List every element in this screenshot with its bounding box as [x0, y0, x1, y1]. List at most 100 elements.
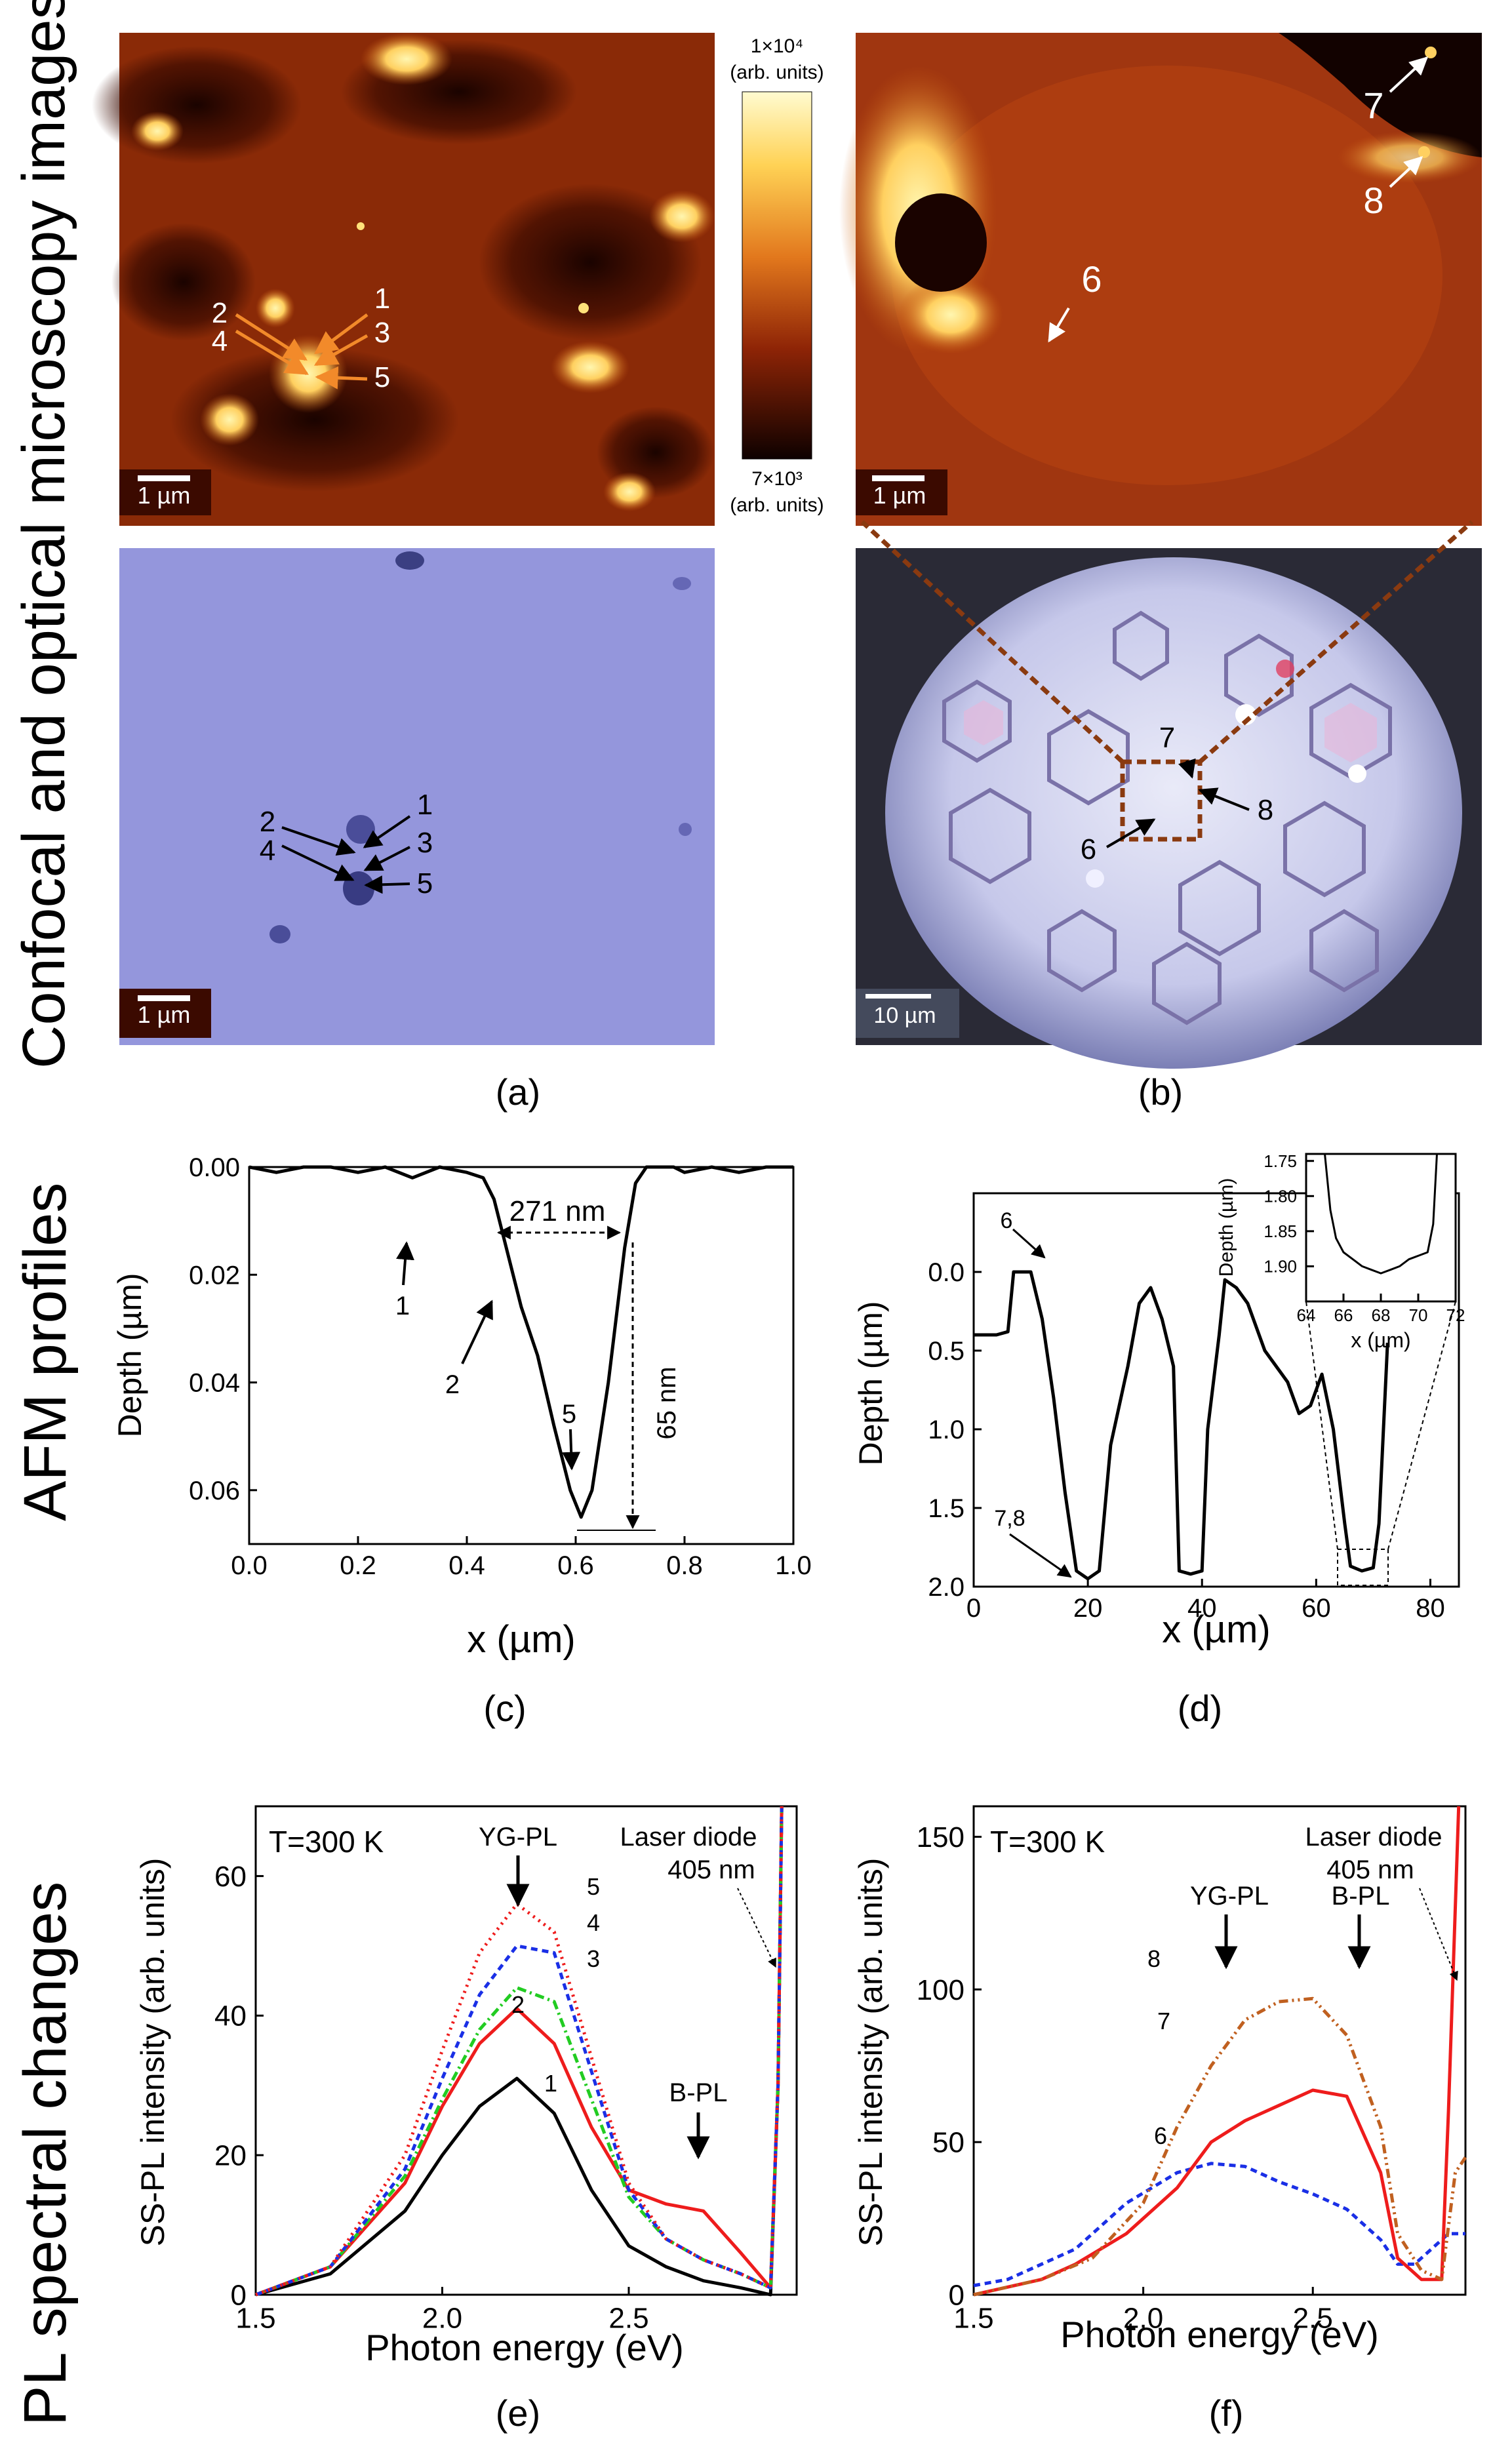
- chart-c-annot-5: 5: [562, 1400, 576, 1429]
- chart-f-series-label-6: 6: [1154, 2122, 1167, 2149]
- panel-label-a: (a): [496, 1071, 540, 1113]
- chart-c: 0.0 0.2 0.4 0.6 0.8 1.0 0.00 0.02 0.04 0.06 x (µm…: [111, 1153, 812, 1661]
- colorbar-min-units: (arb. units): [730, 494, 824, 516]
- chart-e-series-label-1: 1: [544, 2070, 557, 2097]
- chart-e-xlabel: Photon energy (eV): [365, 2327, 684, 2368]
- optical-image-b: 7 8 6 10 µm: [856, 520, 1482, 1069]
- chart-e-annot-405: 405 nm: [667, 1855, 755, 1884]
- chart-e: 1.5 2.0 2.5 0 20 40 60 Photon energy (eV) SS-P…: [134, 1805, 798, 2368]
- row-label-top: Confocal and optical microscopy images: [10, 0, 77, 1069]
- chart-d-inset-ytick-label: 1.90: [1263, 1257, 1297, 1277]
- chart-d-inset-ytick-label: 1.80: [1263, 1186, 1297, 1206]
- chart-e-series-label-5: 5: [587, 1873, 600, 1900]
- colorbar-max-label: 1×10⁴: [751, 35, 803, 57]
- chart-d-annot-78: 7,8: [994, 1506, 1025, 1531]
- chart-d-xtick-label: 60: [1302, 1594, 1331, 1623]
- chart-e-xtick-label: 1.5: [235, 2303, 275, 2335]
- colorbar-min-label: 7×10³: [751, 468, 803, 490]
- chart-f-series-6: [973, 2162, 1465, 2288]
- scalebar-b-confocal-label: 1 µm: [873, 482, 926, 509]
- scalebar-b-optical: [865, 994, 931, 999]
- chart-e-ytick-label: 0: [231, 2279, 247, 2311]
- chart-c-series-0: [249, 1165, 793, 1519]
- panel-label-d: (d): [1178, 1688, 1222, 1729]
- chart-f-ytick-label: 150: [917, 1821, 965, 1853]
- chart-f-series-8: [973, 1996, 1467, 2297]
- row-label-bottom: PL spectral changes: [12, 1882, 79, 2426]
- chart-c-ytick-label: 0.00: [189, 1153, 240, 1182]
- chart-e-series-label-4: 4: [587, 1909, 600, 1936]
- marker-a-opt-1: 1: [417, 789, 433, 821]
- chart-f: 1.5 2.0 2.5 0 50 100 150 Photon energy (eV) SS…: [852, 1805, 1467, 2355]
- marker-b-opt-6: 6: [1081, 833, 1096, 865]
- chart-f-ylabel: SS-PL intensity (arb. units): [852, 1858, 889, 2247]
- optical-image-a: 1 µm 2 4 1 3 5: [119, 548, 715, 1045]
- chart-f-annot-bpl: B-PL: [1332, 1882, 1390, 1911]
- chart-e-series-label-3: 3: [587, 1945, 600, 1972]
- chart-c-frame: [248, 1166, 795, 1545]
- scalebar-a-confocal-label: 1 µm: [138, 482, 191, 509]
- chart-c-xtick-label: 1.0: [775, 1551, 812, 1580]
- marker-a-opt-5: 5: [417, 867, 433, 900]
- chart-d-ytick-label: 2.0: [928, 1573, 965, 1602]
- chart-e-xtick-label: 2.5: [608, 2303, 648, 2335]
- chart-d-inset-ytick-label: 1.85: [1263, 1221, 1297, 1241]
- chart-d-inset-ylabel: Depth (µm): [1216, 1178, 1237, 1277]
- chart-f-xtick-label: 1.5: [953, 2303, 993, 2335]
- marker-b-opt-8: 8: [1258, 794, 1273, 826]
- marker-b-conf-6: 6: [1081, 258, 1102, 300]
- chart-d-xlabel: x (µm): [1162, 1608, 1270, 1651]
- chart-f-series-label-8: 8: [1147, 1945, 1161, 1972]
- chart-e-ytick-label: 40: [214, 2000, 247, 2032]
- chart-d-inset-series-0: [1324, 1153, 1438, 1275]
- chart-d-inset-frame: [1305, 1153, 1457, 1303]
- chart-d-ytick-label: 1.5: [928, 1494, 965, 1523]
- scalebar-a-optical: [138, 995, 190, 1001]
- chart-e-annot-bpl: B-PL: [669, 2078, 728, 2107]
- chart-d-xtick-label: 40: [1187, 1594, 1217, 1623]
- marker-a-opt-4: 4: [260, 835, 275, 867]
- marker-a-opt-2: 2: [260, 806, 275, 838]
- chart-d-inset-ytick-label: 1.75: [1263, 1151, 1297, 1171]
- chart-c-xtick-label: 0.2: [340, 1551, 376, 1580]
- chart-f-series-label-7: 7: [1157, 2008, 1170, 2034]
- row-label-middle: AFM profiles: [12, 1183, 79, 1521]
- chart-d-frame: [972, 1192, 1460, 1588]
- scalebar-a-confocal: [138, 475, 190, 481]
- chart-c-ytick-label: 0.02: [189, 1261, 240, 1290]
- chart-e-series-1: [255, 1806, 784, 2297]
- confocal-image-a: 1 µm 2 4 1 3 5: [92, 33, 715, 526]
- chart-f-annot-405: 405 nm: [1326, 1855, 1414, 1884]
- chart-d-ytick-label: 0.5: [928, 1337, 965, 1366]
- chart-e-ytick-label: 60: [214, 1861, 247, 1893]
- marker-a-conf-1: 1: [374, 283, 390, 315]
- chart-d-inset-xtick-label: 68: [1372, 1305, 1391, 1325]
- marker-a-conf-2: 2: [212, 297, 228, 329]
- scalebar-b-confocal: [872, 475, 925, 481]
- chart-c-xtick-label: 0.8: [666, 1551, 703, 1580]
- chart-c-ytick-label: 0.06: [189, 1476, 240, 1505]
- chart-d-xtick-label: 20: [1073, 1594, 1103, 1623]
- chart-c-xtick-label: 0.6: [557, 1551, 594, 1580]
- chart-d-ytick-label: 0.0: [928, 1258, 965, 1287]
- chart-d: 0 20 40 60 80 0.0 0.5 1.0 1.5 2.0 x (µm) Depth (µ…: [852, 1192, 1460, 1651]
- panel-label-b: (b): [1138, 1071, 1183, 1113]
- chart-e-annot-laser: Laser diode: [620, 1823, 757, 1852]
- chart-c-xtick-label: 0.0: [231, 1551, 268, 1580]
- chart-f-annot-ygpl: YG-PL: [1190, 1882, 1269, 1911]
- marker-a-conf-4: 4: [212, 325, 228, 357]
- chart-e-ytick-label: 20: [214, 2140, 247, 2172]
- chart-d-xtick-label: 0: [966, 1594, 981, 1623]
- chart-d-inset-xtick-label: 64: [1297, 1305, 1316, 1325]
- chart-e-annot-temp: T=300 K: [269, 1825, 384, 1859]
- marker-b-opt-7: 7: [1159, 722, 1175, 754]
- chart-e-series-label-2: 2: [511, 1991, 525, 2018]
- chart-c-annot-271nm: 271 nm: [509, 1195, 606, 1227]
- chart-d-ylabel: Depth (µm): [852, 1301, 889, 1465]
- chart-c-ylabel: Depth (µm): [111, 1273, 148, 1437]
- chart-c-xlabel: x (µm): [467, 1618, 575, 1661]
- chart-e-frame: [254, 1805, 798, 2296]
- chart-d-annot-6: 6: [1001, 1208, 1013, 1233]
- marker-a-conf-3: 3: [374, 317, 390, 349]
- chart-f-xtick-label: 2.5: [1293, 2303, 1333, 2335]
